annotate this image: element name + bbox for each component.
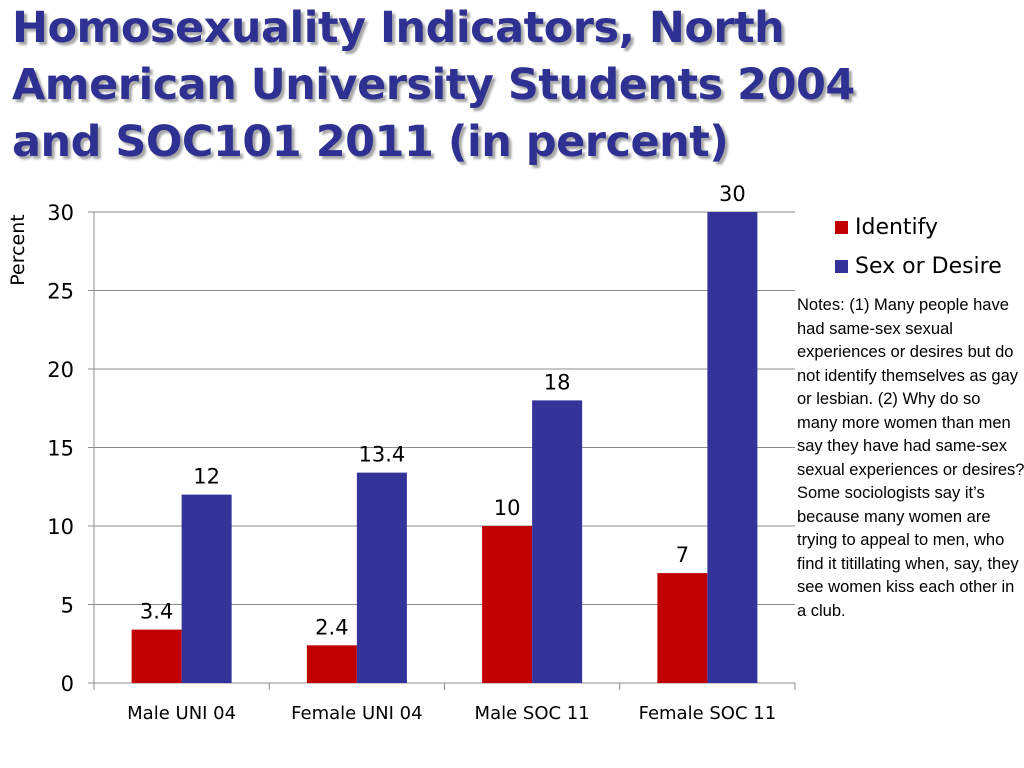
legend-label-sex-or-desire: Sex or Desire: [855, 254, 1002, 279]
bar-identify-male-uni-04: [131, 629, 182, 683]
data-label-sex-or-desire-female-soc-11: 30: [719, 182, 746, 206]
data-label-sex-or-desire-female-uni-04: 13.4: [358, 443, 405, 467]
x-tick-label-male-uni-04: Male UNI 04: [127, 703, 236, 724]
slide-title: Homosexuality Indicators, North American…: [12, 0, 1012, 171]
bar-sex-or-desire-female-soc-11: [707, 212, 758, 683]
y-tick-label: 30: [47, 201, 74, 225]
legend-swatch-identify: [835, 221, 848, 234]
y-tick-label: 15: [47, 437, 74, 461]
chart-legend: Identify Sex or Desire: [835, 208, 1002, 286]
y-tick-label: 20: [47, 358, 74, 382]
title-line-1: Homosexuality Indicators, North: [12, 3, 785, 53]
legend-label-identify: Identify: [855, 215, 939, 240]
bar-identify-male-soc-11: [482, 526, 533, 683]
data-label-identify-female-soc-11: 7: [676, 543, 689, 567]
data-label-identify-female-uni-04: 2.4: [315, 615, 348, 639]
data-label-identify-male-soc-11: 10: [494, 496, 521, 520]
x-tick-label-female-uni-04: Female UNI 04: [291, 703, 422, 724]
bar-identify-female-soc-11: [657, 573, 708, 683]
x-tick-label-female-soc-11: Female SOC 11: [639, 703, 777, 724]
data-label-identify-male-uni-04: 3.4: [140, 600, 173, 624]
bars: [131, 212, 758, 683]
data-label-sex-or-desire-male-uni-04: 12: [193, 465, 220, 489]
bar-identify-female-uni-04: [306, 645, 357, 683]
y-tick-label: 25: [47, 280, 74, 304]
notes-text: Notes: (1) Many people have had same-sex…: [797, 296, 1024, 620]
y-axis-label: Percent: [7, 214, 29, 286]
bar-sex-or-desire-female-uni-04: [356, 472, 407, 683]
y-tick-label: 10: [47, 515, 74, 539]
data-labels: 3.4 12 2.4 13.4 10 18 7 30: [140, 182, 746, 639]
legend-item-identify: Identify: [835, 208, 1002, 247]
title-line-2: American University Students 2004: [12, 60, 855, 110]
bar-sex-or-desire-male-uni-04: [181, 494, 232, 683]
x-tick-label-male-soc-11: Male SOC 11: [475, 703, 590, 724]
y-tick-label: 0: [61, 672, 74, 696]
tick-labels: 0 5 10 15 20 25 30 Male UNI 04 Female UNI 04 Male…: [47, 201, 776, 724]
y-tick-label: 5: [61, 594, 74, 618]
title-line-3: and SOC101 2011 (in percent): [12, 117, 729, 167]
legend-swatch-sex-or-desire: [835, 260, 848, 273]
legend-item-sex-or-desire: Sex or Desire: [835, 247, 1002, 286]
bar-sex-or-desire-male-soc-11: [532, 400, 583, 683]
data-label-sex-or-desire-male-soc-11: 18: [544, 370, 571, 394]
